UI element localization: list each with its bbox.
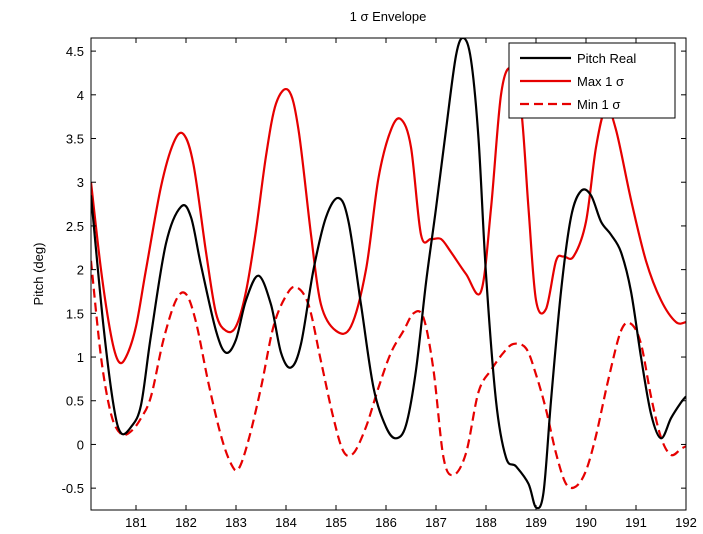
- axis-ticks: 181 182 183 184 185 186 187 188 189 190 191 192 -0.5…: [62, 38, 697, 530]
- x-tick-label: 185: [325, 515, 347, 530]
- series-line-max-1: [91, 67, 686, 365]
- x-tick-label: 188: [475, 515, 497, 530]
- plot-frame: [90, 37, 687, 511]
- x-tick-label: 181: [125, 515, 147, 530]
- y-tick-label: 3.5: [66, 132, 84, 147]
- y-tick-label: 3: [77, 175, 84, 190]
- legend: Pitch Real Max 1 σ Min 1 σ: [508, 42, 676, 119]
- legend-label: Pitch Real: [577, 51, 636, 66]
- legend-label: Max 1 σ: [577, 74, 624, 89]
- x-tick-label: 190: [575, 515, 597, 530]
- y-axis-label: Pitch (deg): [31, 243, 46, 306]
- legend-label: Min 1 σ: [577, 97, 620, 112]
- x-tick-label: 182: [175, 515, 197, 530]
- chart-title: 1 σ Envelope: [350, 9, 427, 24]
- x-tick-label: 189: [525, 515, 547, 530]
- x-tick-label: 187: [425, 515, 447, 530]
- x-tick-label: 192: [675, 515, 697, 530]
- y-tick-label: 4: [77, 88, 84, 103]
- y-tick-label: 1.5: [66, 306, 84, 321]
- x-tick-label: 183: [225, 515, 247, 530]
- y-tick-label: 1: [77, 350, 84, 365]
- x-tick-label: 186: [375, 515, 397, 530]
- y-tick-label: 4.5: [66, 44, 84, 59]
- y-tick-label: 2: [77, 263, 84, 278]
- x-tick-label: 191: [625, 515, 647, 530]
- series-line-pitch-real: [91, 38, 686, 510]
- x-tick-label: 184: [275, 515, 297, 530]
- y-tick-label: 2.5: [66, 219, 84, 234]
- y-tick-label: 0.5: [66, 394, 84, 409]
- y-tick-label: 0: [77, 437, 84, 452]
- series-layer: [91, 38, 686, 510]
- series-line-min-1: [91, 260, 686, 490]
- y-tick-label: -0.5: [62, 481, 84, 496]
